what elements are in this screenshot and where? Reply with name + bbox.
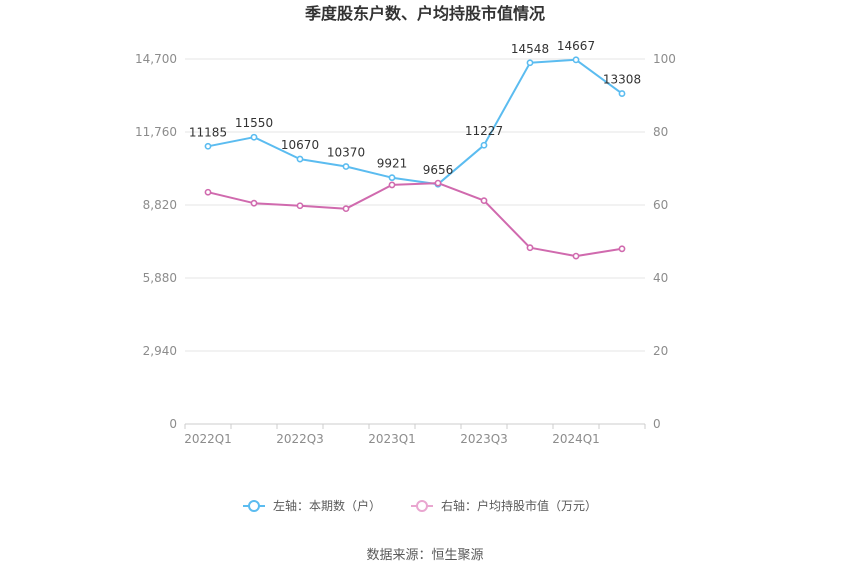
y-left-tick-label: 0	[169, 417, 177, 431]
data-point	[618, 245, 626, 253]
data-point	[480, 197, 488, 205]
legend-label: 右轴：户均持股市值（万元）	[441, 498, 597, 513]
data-label: 11185	[189, 125, 227, 139]
data-point	[388, 181, 396, 189]
data-point	[480, 141, 488, 149]
data-label: 11550	[235, 116, 273, 130]
source-note: 数据来源：恒生聚源	[366, 548, 483, 563]
legend-item-2: 右轴：户均持股市值（万元）	[411, 498, 597, 513]
y-left-tick-label: 2,940	[143, 344, 177, 358]
data-point	[250, 199, 258, 207]
y-left-tick-label: 14,700	[135, 52, 177, 66]
y-left-tick-label: 8,820	[143, 198, 177, 212]
legend-marker	[248, 500, 260, 512]
series-line-1	[207, 58, 623, 186]
data-point	[296, 155, 304, 163]
data-point	[388, 174, 396, 182]
y-right-tick-label: 40	[653, 271, 668, 285]
data-label: 9656	[423, 163, 454, 177]
grid-layer	[185, 58, 645, 352]
x-tick-label: 2024Q1	[552, 432, 600, 446]
data-point	[342, 163, 350, 170]
label-layer: 11185 11550 10670 10370 9921 9656 11227 14548 14…	[189, 39, 641, 177]
y-left-tick-label: 5,880	[143, 271, 177, 285]
data-label: 13308	[603, 73, 641, 87]
data-label: 14667	[557, 39, 595, 53]
data-point	[204, 188, 212, 196]
y-right-tick-label: 80	[653, 125, 668, 139]
x-tick-label: 2023Q3	[460, 432, 508, 446]
data-label: 14548	[511, 42, 549, 56]
axis-layer: 0 0 2,940 20 5,880 40 8,820 60 11,760 80 14,700 100…	[135, 52, 676, 446]
legend-marker	[416, 500, 428, 512]
data-point	[572, 252, 580, 260]
data-point	[526, 244, 534, 252]
y-right-tick-label: 0	[653, 417, 661, 431]
x-tick-label: 2023Q1	[368, 432, 416, 446]
y-left-tick-label: 11,760	[135, 125, 177, 139]
data-label: 10670	[281, 138, 319, 152]
data-point	[342, 205, 350, 213]
data-point	[204, 142, 212, 150]
legend: 左轴：本期数（户） 右轴：户均持股市值（万元）	[243, 498, 597, 513]
data-point	[572, 56, 580, 64]
y-right-tick-label: 100	[653, 52, 676, 66]
data-point	[618, 90, 626, 97]
x-tick-label: 2022Q3	[276, 432, 324, 446]
data-point	[526, 59, 534, 67]
data-point	[250, 133, 258, 141]
y-right-tick-label: 60	[653, 198, 668, 212]
data-point	[296, 202, 304, 210]
y-right-tick-label: 20	[653, 344, 668, 358]
chart-title: 季度股东户数、户均持股市值情况	[304, 4, 545, 23]
legend-item-1: 左轴：本期数（户）	[243, 498, 381, 513]
data-label: 11227	[465, 124, 503, 138]
data-label: 9921	[377, 157, 408, 171]
series-layer	[204, 56, 626, 260]
legend-label: 左轴：本期数（户）	[273, 498, 381, 513]
x-tick-label: 2022Q1	[184, 432, 232, 446]
series-line-2	[207, 182, 623, 258]
data-label: 10370	[327, 146, 365, 160]
data-point	[434, 179, 442, 187]
